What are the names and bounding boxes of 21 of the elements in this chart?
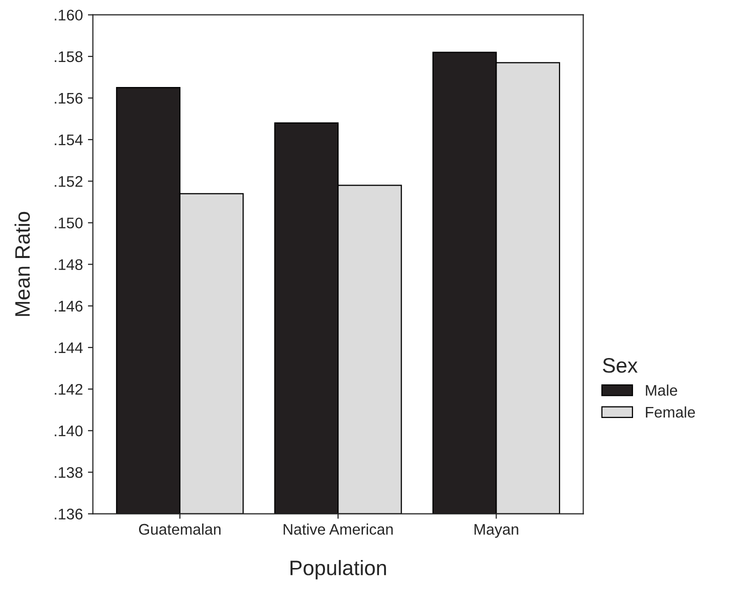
legend-label: Female: [646, 406, 695, 418]
y-tick-label: .150: [54, 218, 83, 228]
legend-label: Male: [646, 384, 678, 396]
y-axis-title: Mean Ratio: [14, 212, 30, 316]
x-tick-label: Guatemalan: [139, 524, 221, 535]
y-tick-label: .136: [54, 508, 82, 520]
y-tick-label: .142: [54, 384, 82, 395]
x-axis-title: Population: [290, 560, 386, 580]
y-tick-label: .154: [54, 134, 83, 146]
y-tick-label: .156: [54, 92, 82, 104]
y-tick-label: .152: [54, 176, 82, 187]
y-tick-label: .148: [54, 259, 82, 270]
y-tick-label: .146: [54, 300, 82, 312]
y-tick-label: .144: [54, 342, 83, 354]
legend-title: Sex: [602, 358, 638, 373]
y-tick-label: .158: [54, 51, 82, 62]
y-tick-label: .140: [54, 426, 83, 436]
x-tick-label: Native American: [284, 524, 393, 535]
x-tick-label: Mayan: [474, 524, 518, 538]
y-tick-label: .160: [54, 10, 83, 21]
y-tick-label: .138: [54, 467, 82, 478]
